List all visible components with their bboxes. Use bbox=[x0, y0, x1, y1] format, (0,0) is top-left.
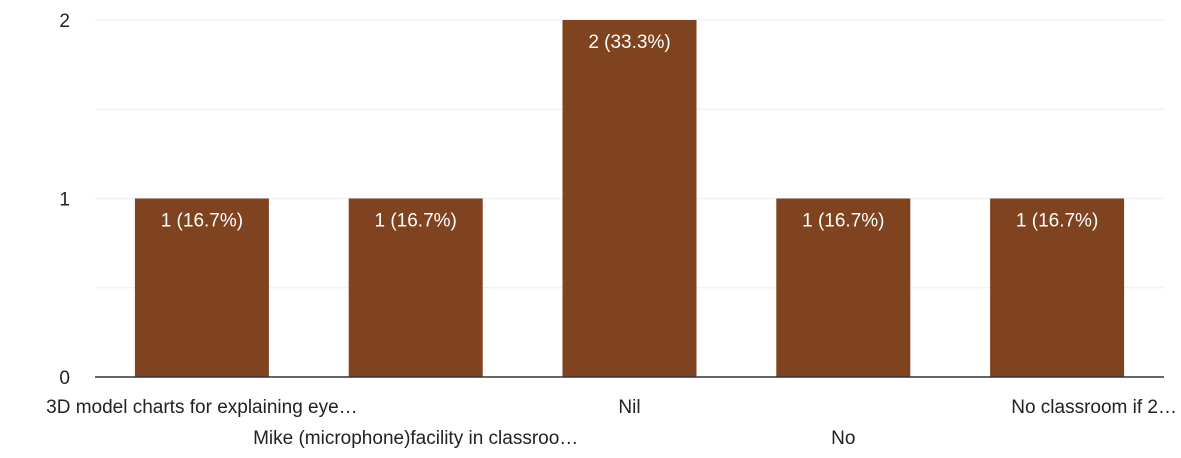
bar bbox=[134, 198, 269, 377]
bar bbox=[348, 198, 483, 377]
bar bbox=[562, 20, 697, 377]
bar bbox=[776, 198, 911, 377]
x-tick-label: 3D model charts for explaining eye… bbox=[46, 397, 358, 418]
bar-data-label: 1 (16.7%) bbox=[161, 211, 243, 232]
x-tick-label: No bbox=[831, 428, 855, 449]
label-layer: 1 (16.7%) 1 (16.7%) 2 (33.3%) 1 (16.7%) 1 (1… bbox=[46, 32, 1177, 449]
x-tick-label: Mike (microphone)facility in classroo… bbox=[253, 428, 578, 449]
y-tick-label: 2 bbox=[59, 11, 70, 32]
bar-data-label: 1 (16.7%) bbox=[1016, 211, 1098, 232]
bar-data-label: 1 (16.7%) bbox=[375, 211, 457, 232]
y-tick-label: 0 bbox=[59, 368, 70, 389]
bar-layer bbox=[134, 20, 1125, 377]
bar-data-label: 2 (33.3%) bbox=[588, 32, 670, 53]
y-tick-label: 1 bbox=[59, 190, 70, 211]
bar bbox=[990, 198, 1125, 377]
bar-data-label: 1 (16.7%) bbox=[802, 211, 884, 232]
x-tick-label: No classroom if 2… bbox=[1011, 397, 1177, 418]
x-tick-label: Nil bbox=[618, 397, 640, 418]
axis-layer: 0 1 2 bbox=[59, 11, 1164, 389]
